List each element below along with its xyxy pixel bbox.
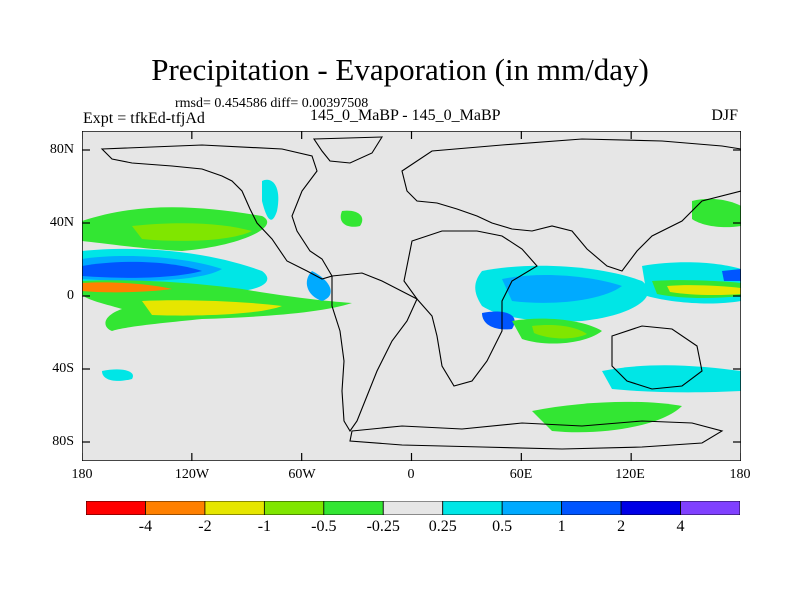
contour-lightgreen-npac bbox=[132, 223, 252, 241]
contour-orange-eq bbox=[82, 282, 172, 293]
colorbar-swatch bbox=[561, 501, 622, 515]
contour-cyan-atl bbox=[262, 179, 279, 220]
lon-label-180w: 180 bbox=[71, 467, 93, 482]
outline-europe-asia bbox=[401, 138, 741, 272]
contour-darkblue-npac bbox=[82, 261, 202, 278]
colorbar-label: -4 bbox=[138, 518, 153, 535]
outline-antarctica bbox=[349, 420, 724, 450]
colorbar-label: -0.25 bbox=[366, 518, 400, 535]
colorbar-label: 0.25 bbox=[428, 518, 457, 535]
lat-label-40n: 40N bbox=[49, 215, 74, 230]
lon-label-0: 0 bbox=[407, 467, 415, 482]
colorbar-swatch bbox=[86, 501, 146, 515]
contour-cyan-spac-s bbox=[602, 365, 741, 393]
precip-evap-map bbox=[82, 131, 741, 461]
chart-title: Precipitation - Evaporation (in mm/day) bbox=[151, 52, 649, 87]
lat-label-40s: 40S bbox=[52, 361, 74, 376]
colorbar-swatch bbox=[382, 501, 444, 515]
colorbar-swatch bbox=[263, 501, 325, 515]
colorbar-swatch bbox=[442, 501, 503, 515]
colorbar-label: 1 bbox=[557, 518, 566, 535]
contour-green-nw bbox=[340, 210, 363, 227]
season-label: DJF bbox=[711, 107, 738, 124]
lon-label-120w: 120W bbox=[174, 467, 210, 482]
contour-blue-atl bbox=[306, 271, 331, 301]
lat-label-0: 0 bbox=[67, 288, 74, 303]
contour-green-nam bbox=[692, 198, 741, 228]
colorbar-swatch bbox=[620, 501, 681, 515]
contour-lightgreen-io bbox=[532, 324, 587, 339]
lon-label-120e: 120E bbox=[615, 467, 645, 482]
contour-blue-io bbox=[502, 275, 622, 303]
colorbar bbox=[86, 501, 740, 515]
outline-greenland bbox=[312, 136, 384, 164]
lon-label-60e: 60E bbox=[509, 467, 533, 482]
contour-blue-wpac-edge bbox=[722, 269, 741, 281]
lon-label-60w: 60W bbox=[288, 467, 316, 482]
contour-yellow-spac bbox=[142, 300, 282, 316]
contour-yellow-wpac bbox=[667, 285, 741, 296]
contour-darkblue-io bbox=[482, 311, 515, 330]
colorbar-label: 4 bbox=[676, 518, 685, 535]
colorbar-label: -0.5 bbox=[311, 518, 337, 535]
colorbar-swatch bbox=[501, 501, 563, 515]
colorbar-label: -2 bbox=[198, 518, 212, 535]
map-ticks bbox=[82, 131, 741, 461]
continent-outlines bbox=[100, 136, 741, 450]
colorbar-swatch bbox=[204, 501, 265, 515]
colorbar-label: -1 bbox=[257, 518, 272, 535]
colorbar-label: 0.5 bbox=[492, 518, 513, 535]
colorbar-swatch bbox=[680, 501, 740, 515]
experiment-label: Expt = tfkEd-tfjAd bbox=[83, 110, 205, 127]
colorbar-swatch bbox=[145, 501, 206, 515]
contour-fills bbox=[82, 179, 741, 433]
lat-label-80n: 80N bbox=[49, 142, 74, 157]
contour-cyan-so bbox=[102, 369, 133, 381]
outline-australia bbox=[611, 325, 703, 390]
outline-africa bbox=[403, 230, 538, 387]
lon-label-180e: 180 bbox=[729, 467, 751, 482]
contour-green-so bbox=[532, 401, 682, 433]
outline-south-america bbox=[331, 272, 418, 433]
outline-north-america bbox=[100, 144, 333, 280]
colorbar-swatch bbox=[323, 501, 384, 515]
stats-text: rmsd= 0.454586 diff= 0.00397508 bbox=[175, 96, 369, 111]
subtitle: 145_0_MaBP - 145_0_MaBP bbox=[310, 107, 501, 124]
colorbar-label: 2 bbox=[617, 518, 626, 535]
lat-label-80s: 80S bbox=[52, 434, 74, 449]
